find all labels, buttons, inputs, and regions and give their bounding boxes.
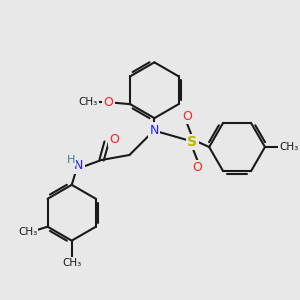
Text: CH₃: CH₃ bbox=[62, 258, 81, 268]
Text: O: O bbox=[182, 110, 192, 123]
Text: S: S bbox=[187, 135, 197, 149]
Text: N: N bbox=[150, 124, 159, 136]
Text: CH₃: CH₃ bbox=[79, 97, 98, 107]
Text: CH₃: CH₃ bbox=[279, 142, 298, 152]
Text: O: O bbox=[110, 133, 119, 146]
Text: CH₃: CH₃ bbox=[18, 227, 37, 237]
Text: H: H bbox=[67, 155, 75, 165]
Text: O: O bbox=[192, 161, 202, 174]
Text: O: O bbox=[103, 96, 113, 109]
Text: N: N bbox=[74, 159, 83, 172]
